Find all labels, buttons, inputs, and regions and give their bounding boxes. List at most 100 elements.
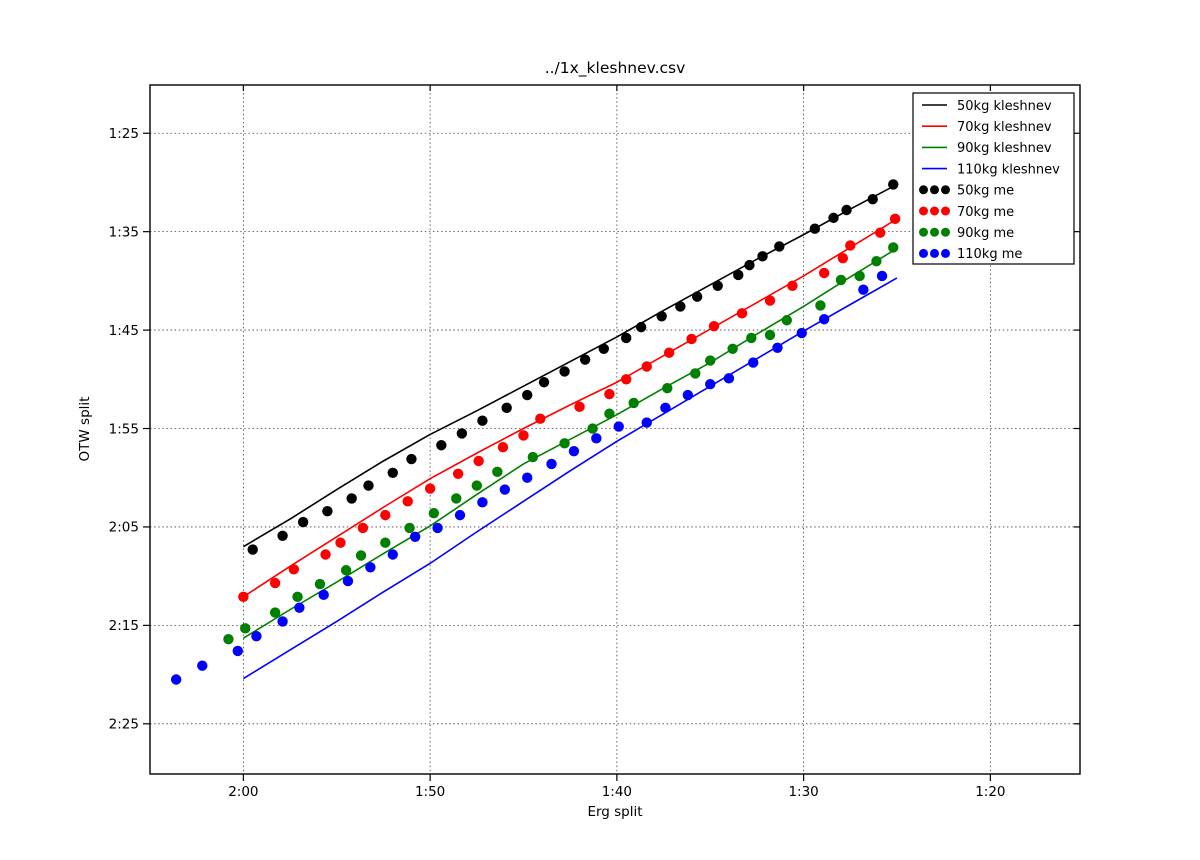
data-point xyxy=(251,631,262,642)
legend-label: 90kg kleshnev xyxy=(957,141,1052,156)
data-point xyxy=(815,300,826,311)
legend-marker-swatch-icon xyxy=(941,206,950,216)
x-axis-label: Erg split xyxy=(587,804,643,820)
data-point xyxy=(591,433,602,444)
data-point xyxy=(297,516,309,528)
data-point xyxy=(238,591,249,603)
data-point xyxy=(335,537,346,548)
data-point xyxy=(546,458,557,470)
series-scatter-90kg-me xyxy=(223,242,899,645)
data-point xyxy=(587,423,598,434)
data-point xyxy=(318,589,329,601)
data-point xyxy=(355,550,367,561)
data-point xyxy=(604,408,615,419)
legend-marker-swatch-icon xyxy=(941,227,950,237)
data-point xyxy=(404,522,415,534)
data-point xyxy=(621,374,632,385)
data-point xyxy=(340,565,352,576)
x-tick-label: 1:30 xyxy=(788,784,818,800)
series-scatter-70kg-me xyxy=(238,213,901,603)
data-point xyxy=(387,549,398,560)
data-point xyxy=(854,270,865,282)
legend-entry: 110kg kleshnev xyxy=(922,162,1060,177)
x-tick-label: 1:40 xyxy=(602,784,632,800)
data-point xyxy=(858,284,869,295)
data-point xyxy=(232,645,243,657)
legend-label: 110kg kleshnev xyxy=(957,162,1060,177)
x-tick-label: 1:50 xyxy=(415,784,445,800)
legend-marker-swatch-icon xyxy=(919,227,928,237)
y-tick-label: 1:25 xyxy=(109,126,139,142)
legend-label: 50kg me xyxy=(957,184,1014,199)
data-point xyxy=(380,509,391,521)
x-tick-label: 2:00 xyxy=(228,784,258,800)
x-tick-label: 1:20 xyxy=(975,784,1005,800)
data-point xyxy=(522,389,533,401)
data-point xyxy=(518,430,529,441)
y-tick-label: 1:35 xyxy=(109,224,139,240)
data-point xyxy=(867,193,878,205)
legend-marker-swatch-icon xyxy=(930,185,939,195)
data-point xyxy=(675,301,686,312)
data-point xyxy=(559,438,570,449)
data-point xyxy=(744,259,755,271)
data-point xyxy=(809,223,821,234)
data-point xyxy=(574,401,585,413)
data-point xyxy=(764,329,776,341)
data-point xyxy=(705,355,716,366)
data-point xyxy=(288,564,299,575)
data-point xyxy=(888,242,899,253)
data-point xyxy=(662,382,673,394)
data-point xyxy=(705,379,716,390)
data-point xyxy=(277,616,288,627)
data-point xyxy=(708,320,720,332)
data-point xyxy=(322,505,333,517)
legend-marker-swatch-icon xyxy=(919,185,928,195)
data-point xyxy=(346,493,357,504)
legend-marker-swatch-icon xyxy=(930,248,939,258)
data-point xyxy=(424,483,436,494)
data-point xyxy=(454,509,466,521)
data-point xyxy=(656,311,667,322)
data-point xyxy=(365,562,376,573)
y-tick-label: 2:05 xyxy=(109,520,139,536)
legend-label: 70kg kleshnev xyxy=(957,120,1052,135)
data-point xyxy=(628,397,639,409)
data-point xyxy=(828,212,839,224)
data-point xyxy=(538,377,550,388)
data-point xyxy=(409,531,421,542)
data-point xyxy=(660,402,671,414)
series-line-90kg-kleshnev xyxy=(242,247,898,639)
series-line-50kg-kleshnev xyxy=(242,183,898,548)
legend-entry: 50kg me xyxy=(919,184,1014,199)
data-point xyxy=(889,213,901,225)
data-point xyxy=(357,522,369,534)
data-point xyxy=(733,269,744,281)
data-point xyxy=(363,480,374,491)
data-point xyxy=(635,321,647,333)
data-point xyxy=(380,537,391,548)
data-point xyxy=(686,333,697,345)
legend: 50kg kleshnev 70kg kleshnev 90kg kleshnev 1… xyxy=(912,92,1075,265)
series-scatter-50kg-me xyxy=(247,179,899,555)
data-point xyxy=(452,468,464,479)
legend-label: 90kg me xyxy=(957,226,1014,241)
legend-marker-swatch-icon xyxy=(919,206,928,216)
data-point xyxy=(499,484,511,495)
legend-entry: 90kg kleshnev xyxy=(922,141,1052,156)
data-point xyxy=(497,442,509,453)
data-point xyxy=(432,522,443,534)
data-point xyxy=(818,267,830,279)
data-point xyxy=(757,251,768,262)
data-point xyxy=(641,417,652,428)
data-point xyxy=(874,227,886,238)
data-point xyxy=(764,295,776,306)
y-tick-label: 2:15 xyxy=(109,618,139,634)
legend-marker-swatch-icon xyxy=(919,248,928,258)
data-point xyxy=(269,607,281,618)
data-point xyxy=(568,445,580,457)
y-tick-label: 2:25 xyxy=(109,717,139,733)
data-point xyxy=(682,389,694,401)
legend-marker-swatch-icon xyxy=(930,227,939,237)
